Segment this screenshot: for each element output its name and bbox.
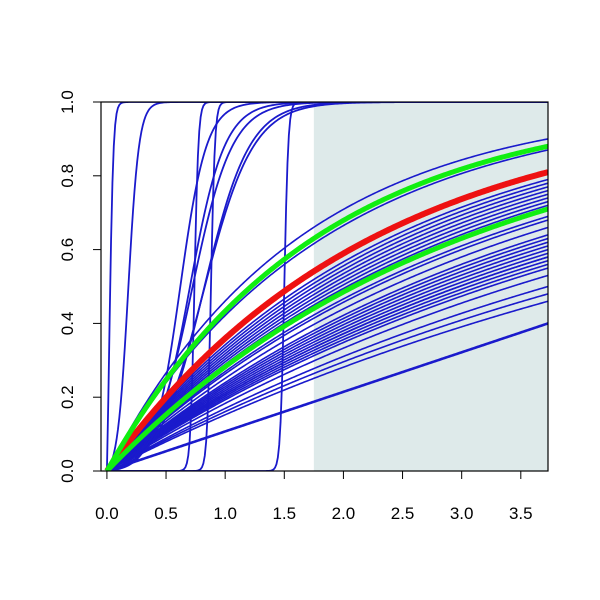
blue-curve-7 — [106, 197, 548, 471]
y-tick-label: 0.8 — [58, 164, 77, 188]
green-curve-1 — [105, 206, 548, 471]
x-tick-label: 2.0 — [332, 504, 356, 523]
blue-curve-13 — [106, 226, 548, 471]
x-tick-label: 3.5 — [509, 504, 533, 523]
blue-curve-19 — [106, 252, 548, 471]
green-curve-0 — [104, 143, 548, 471]
blue-curve-12 — [106, 219, 548, 471]
blue-curve-15 — [106, 237, 548, 471]
blue-curve-0 — [106, 138, 548, 471]
blue-curve-17 — [106, 245, 548, 471]
x-axis: 0.0 0.5 1.0 1.5 2.0 2.5 3.0 3.5 — [95, 471, 533, 523]
blue-curve-16 — [106, 241, 548, 471]
y-tick-label: 0.4 — [58, 312, 77, 336]
blue-curve-2 — [106, 178, 548, 471]
y-tick-label: 0.6 — [58, 238, 77, 262]
blue-curve-4 — [106, 186, 548, 471]
plot-frame — [100, 101, 549, 472]
curves-group — [104, 102, 548, 471]
x-tick-label: 0.0 — [95, 504, 119, 523]
blue-curve-3 — [106, 182, 548, 471]
x-tick-label: 3.0 — [450, 504, 474, 523]
blue-curve-11 — [106, 215, 548, 471]
blue-curve-18 — [106, 248, 548, 471]
blue-straight-line — [106, 322, 548, 471]
blue-curve-25 — [106, 274, 548, 471]
blue-curve-22 — [106, 259, 548, 471]
x-tick-label: 2.5 — [391, 504, 415, 523]
blue-curve-8 — [106, 200, 548, 471]
blue-curve-23 — [106, 263, 548, 471]
x-tick-label: 1.0 — [213, 504, 237, 523]
blue-curve-28 — [106, 300, 548, 471]
x-tick-label: 0.5 — [154, 504, 178, 523]
blue-curve-26 — [106, 285, 548, 471]
blue-curve-27 — [106, 293, 548, 471]
y-tick-label: 0.2 — [58, 385, 77, 409]
red-curve — [104, 169, 548, 471]
x-tick-label: 1.5 — [272, 504, 296, 523]
y-tick-label: 1.0 — [58, 90, 77, 114]
y-tick-label: 0.0 — [58, 459, 77, 483]
blue-curve-14 — [106, 234, 548, 471]
blue-curve-21 — [106, 256, 548, 471]
y-axis: 0.0 0.2 0.4 0.6 0.8 1.0 — [58, 90, 101, 483]
blue-curve-24 — [106, 267, 548, 471]
blue-curve-5 — [106, 189, 548, 471]
blue-curve-6 — [106, 193, 548, 471]
